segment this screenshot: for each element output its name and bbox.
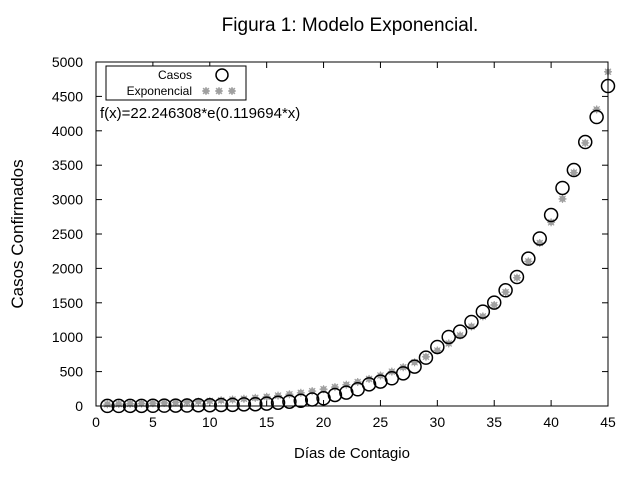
data-point-casos: [225, 397, 240, 413]
fit-point: [103, 400, 112, 409]
data-point-casos: [464, 314, 479, 330]
y-tick-label: 2000: [52, 260, 83, 276]
data-point-casos: [532, 231, 547, 246]
y-tick-label: 3000: [52, 192, 83, 208]
data-point-casos: [589, 109, 604, 125]
legend-box: [105, 65, 247, 101]
fit-point: [217, 396, 226, 405]
fit-point: [160, 398, 169, 407]
data-point-casos: [441, 329, 456, 345]
data-point-casos: [555, 180, 570, 196]
fit-point: [353, 377, 362, 386]
data-point-casos: [395, 366, 411, 381]
data-point-casos: [259, 396, 274, 411]
legend-marker-exponencial: [228, 87, 236, 95]
fit-point: [592, 105, 601, 114]
y-axis-label: Casos Confirmados: [8, 159, 27, 308]
data-point-casos: [566, 162, 582, 178]
fit-point: [467, 322, 476, 331]
data-point-casos: [202, 397, 218, 413]
legend-marker-exponencial: [215, 87, 223, 95]
fit-point: [148, 399, 157, 408]
data-point-casos: [498, 283, 513, 298]
x-tick-label: 5: [149, 414, 157, 430]
fit-point: [535, 239, 544, 248]
x-tick-label: 15: [259, 414, 275, 430]
fit-point: [501, 288, 510, 297]
data-point-casos: [521, 251, 536, 266]
x-tick-label: 10: [202, 414, 218, 430]
fit-point: [285, 390, 294, 399]
data-point-casos: [361, 377, 377, 392]
fit-point: [228, 395, 237, 404]
y-tick-label: 2500: [52, 226, 83, 242]
y-tick-label: 4000: [52, 123, 83, 139]
plot-frame: [95, 61, 609, 407]
data-point-casos: [577, 134, 593, 150]
x-axis-label: Días de Contagio: [294, 445, 410, 462]
data-point-casos: [509, 269, 525, 285]
fit-point: [524, 257, 533, 266]
legend-marker-casos: [215, 68, 229, 82]
data-point-casos: [418, 350, 434, 365]
data-point-casos: [282, 394, 297, 409]
data-point-casos: [475, 304, 491, 319]
legend-marker-exponencial: [202, 87, 210, 95]
y-tick-label: 1500: [52, 295, 83, 311]
data-point-casos: [213, 397, 229, 413]
fit-point: [547, 218, 556, 227]
x-tick-label: 20: [316, 414, 332, 430]
y-tick-label: 4500: [52, 88, 83, 104]
y-tick-label: 3500: [52, 157, 83, 173]
fit-point: [126, 399, 135, 408]
legend-label-casos: Casos: [158, 68, 192, 82]
data-point-casos: [248, 396, 263, 412]
data-point-casos: [430, 339, 445, 355]
y-tick-label: 5000: [52, 54, 83, 70]
legend-label-exponencial: Exponencial: [127, 84, 192, 98]
y-tick-label: 1000: [52, 329, 83, 345]
x-tick-label: 25: [373, 414, 389, 430]
data-point-casos: [327, 387, 343, 403]
data-point-casos: [293, 393, 309, 409]
fit-point: [569, 168, 578, 177]
data-point-casos: [543, 207, 559, 223]
data-point-casos: [236, 397, 252, 412]
y-tick-label: 500: [60, 364, 84, 380]
fit-point: [490, 301, 499, 310]
data-point-casos: [486, 295, 502, 310]
x-tick-label: 40: [543, 414, 559, 430]
fit-point: [558, 194, 567, 203]
fit-point: [512, 273, 521, 282]
legend: Casos Exponencial: [105, 65, 247, 101]
fit-point: [581, 138, 590, 147]
y-tick-label: 0: [75, 398, 83, 414]
x-tick-label: 30: [430, 414, 446, 430]
fit-point: [478, 312, 487, 321]
chart-title: Figura 1: Modelo Exponencial.: [222, 15, 479, 36]
x-tick-label: 35: [486, 414, 502, 430]
data-point-casos: [407, 359, 422, 374]
x-tick-label: 0: [92, 414, 100, 430]
fit-point: [319, 385, 328, 394]
fit-point: [421, 352, 430, 361]
fit-annotation: f(x)=22.246308*e(0.119694*x): [100, 105, 300, 122]
data-point-casos: [270, 395, 286, 410]
fit-point: [114, 400, 123, 409]
data-point-casos: [191, 397, 206, 413]
x-tick-label: 45: [600, 414, 616, 430]
data-point-casos: [452, 324, 468, 339]
